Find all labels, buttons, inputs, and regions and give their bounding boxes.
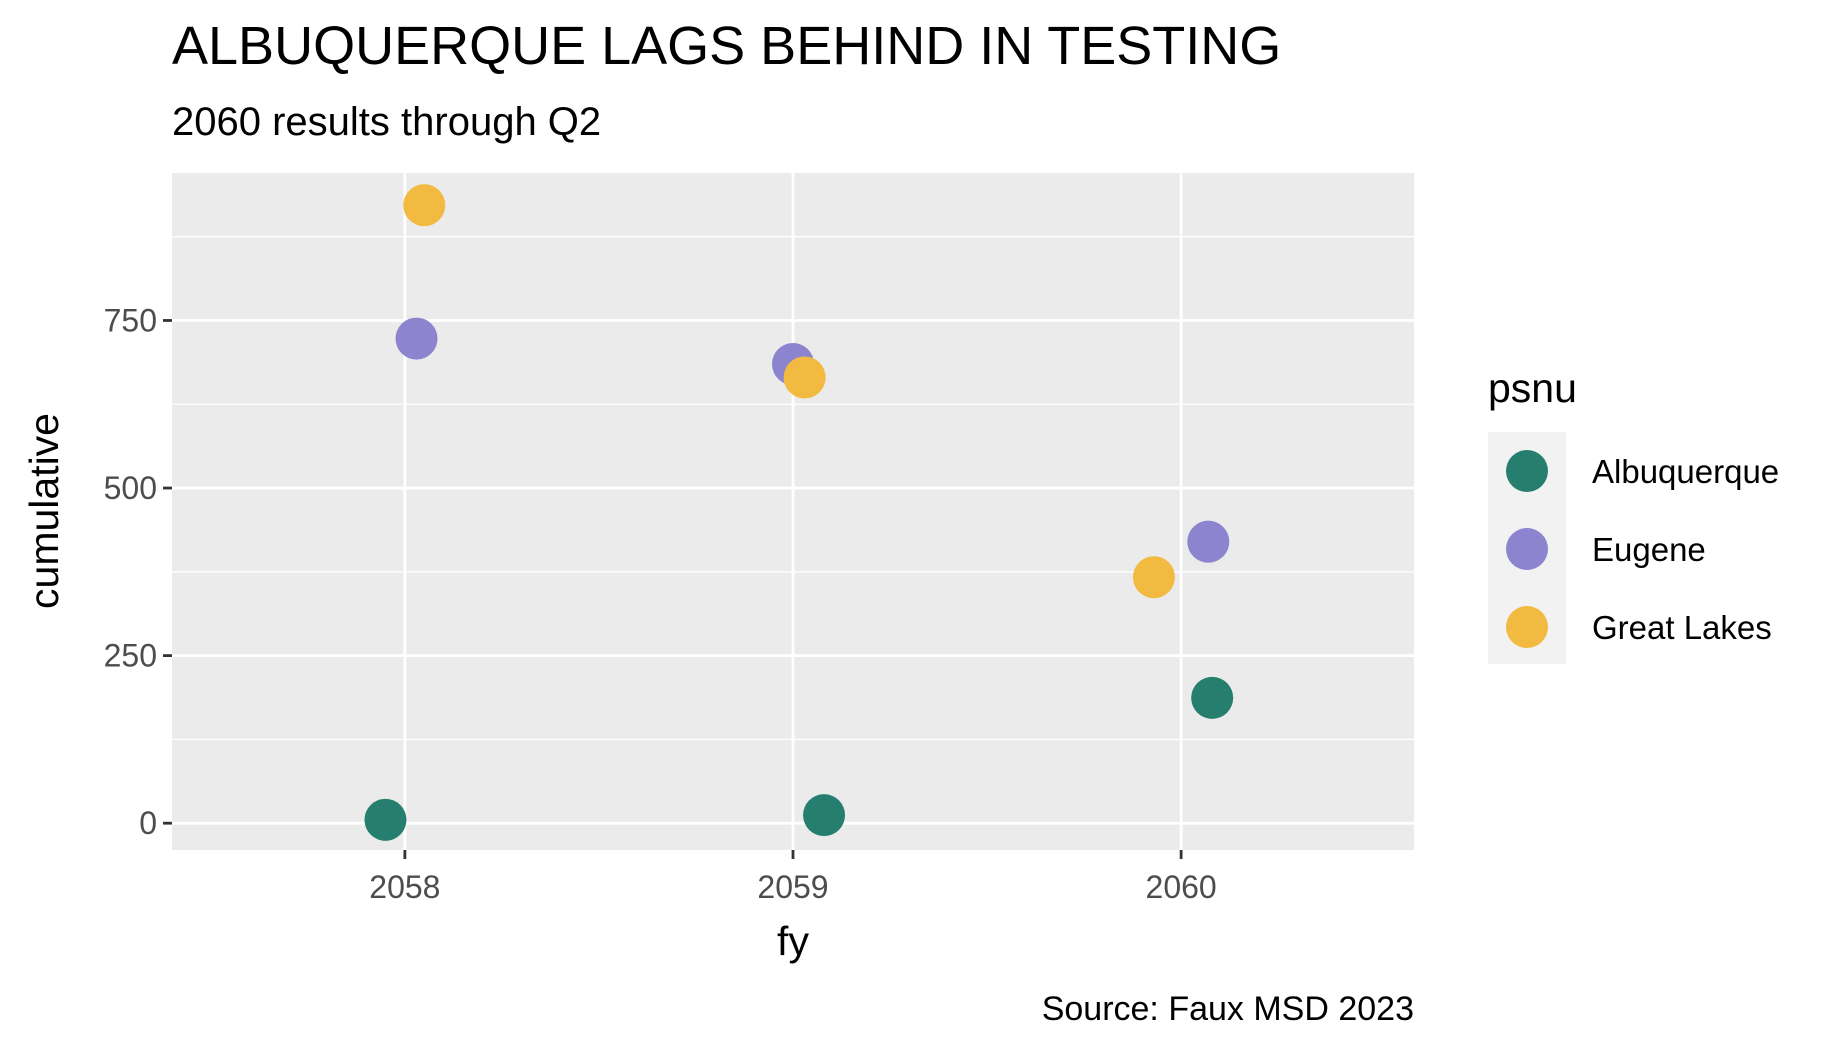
point-albuquerque: [364, 798, 407, 841]
y-tick-label: 250: [104, 638, 157, 674]
x-tick-label: 2060: [1146, 869, 1217, 905]
y-tick-label: 750: [104, 302, 157, 338]
legend-label-albuquerque: Albuquerque: [1592, 453, 1779, 490]
point-albuquerque: [803, 794, 846, 837]
y-tick-label: 500: [104, 470, 157, 506]
point-great-lakes: [1132, 556, 1175, 599]
legend-key-albuquerque: [1506, 450, 1548, 492]
y-tick-label: 0: [139, 805, 157, 841]
y-axis-title: cumulative: [21, 413, 67, 609]
major-gridlines: [172, 173, 1414, 850]
x-tick-label: 2058: [369, 869, 440, 905]
legend-items: Albuquerque Eugene Great Lakes: [1506, 450, 1779, 648]
legend-key-eugene: [1506, 528, 1548, 570]
axes: 0 250 500 750 2058 2059 2060: [104, 302, 1217, 905]
legend: psnu Albuquerque Eugene Great Lakes: [1488, 365, 1779, 664]
point-eugene: [395, 317, 438, 360]
legend-label-eugene: Eugene: [1592, 531, 1706, 568]
x-tick-label: 2059: [757, 869, 828, 905]
plot-panel: [172, 173, 1414, 850]
legend-label-great-lakes: Great Lakes: [1592, 609, 1772, 646]
point-great-lakes: [783, 356, 826, 399]
data-points: [364, 184, 1234, 841]
point-albuquerque: [1191, 676, 1234, 719]
point-eugene: [1187, 520, 1230, 563]
chart-subtitle: 2060 results through Q2: [172, 100, 601, 144]
point-great-lakes: [403, 184, 446, 227]
chart-title: ALBUQUERQUE LAGS BEHIND IN TESTING: [172, 16, 1281, 76]
legend-title: psnu: [1488, 365, 1577, 411]
chart-caption: Source: Faux MSD 2023: [1042, 990, 1414, 1028]
x-axis-title: fy: [777, 918, 809, 964]
legend-key-great-lakes: [1506, 606, 1548, 648]
